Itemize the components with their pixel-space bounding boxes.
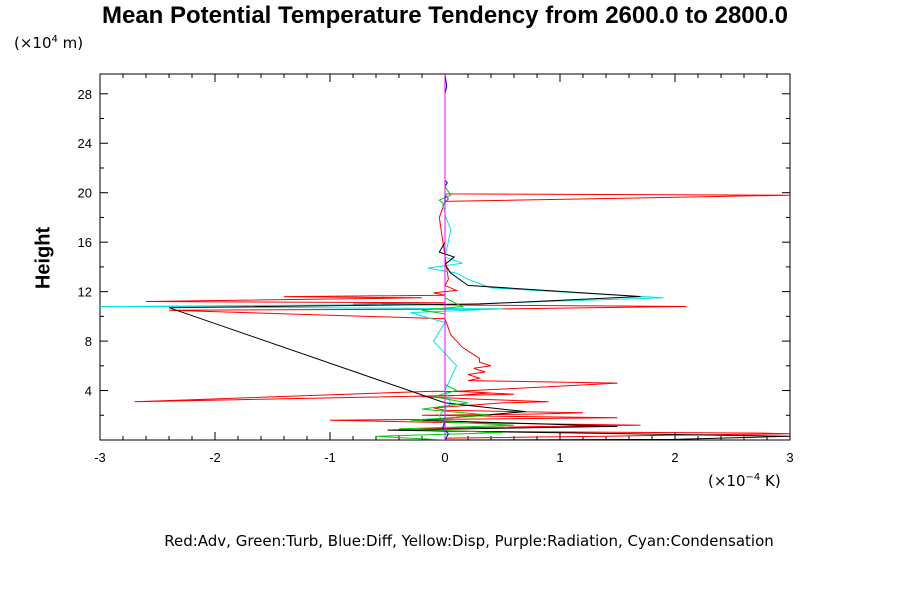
x-tick-label: -3 xyxy=(94,450,106,465)
y-tick-label: 8 xyxy=(85,334,92,349)
chart-title: Mean Potential Temperature Tendency from… xyxy=(101,2,788,29)
x-tick-label: 0 xyxy=(441,450,448,465)
series-line-radiation xyxy=(444,74,450,440)
legend-caption: Red:Adv, Green:Turb, Blue:Diff, Yellow:D… xyxy=(164,532,774,550)
y-tick-label: 20 xyxy=(78,186,92,201)
y-axis-units-label: (×104 m) xyxy=(14,34,83,52)
y-tick-label: 24 xyxy=(78,136,92,151)
x-tick-label: 2 xyxy=(671,450,678,465)
x-tick-label: 1 xyxy=(556,450,563,465)
series-line-black xyxy=(168,74,790,440)
series-line-adv xyxy=(134,74,790,440)
y-units-suffix: m) xyxy=(57,34,84,52)
x-units-prefix: (×10 xyxy=(708,472,746,490)
x-tick-label: 3 xyxy=(786,450,793,465)
y-units-exponent: 4 xyxy=(51,34,58,45)
series-line-turb xyxy=(375,74,515,440)
x-units-suffix: K) xyxy=(760,472,781,490)
y-units-prefix: (×10 xyxy=(14,34,52,52)
x-axis-units-label: (×10−4 K) xyxy=(708,472,781,490)
y-tick-label: 28 xyxy=(78,87,92,102)
x-units-exponent: −4 xyxy=(745,472,761,483)
x-tick-label: -2 xyxy=(209,450,221,465)
series-line-diff xyxy=(442,74,450,440)
y-tick-label: 16 xyxy=(78,235,92,250)
y-tick-label: 4 xyxy=(85,384,92,399)
y-tick-label: 12 xyxy=(78,285,92,300)
x-tick-label: -1 xyxy=(324,450,336,465)
